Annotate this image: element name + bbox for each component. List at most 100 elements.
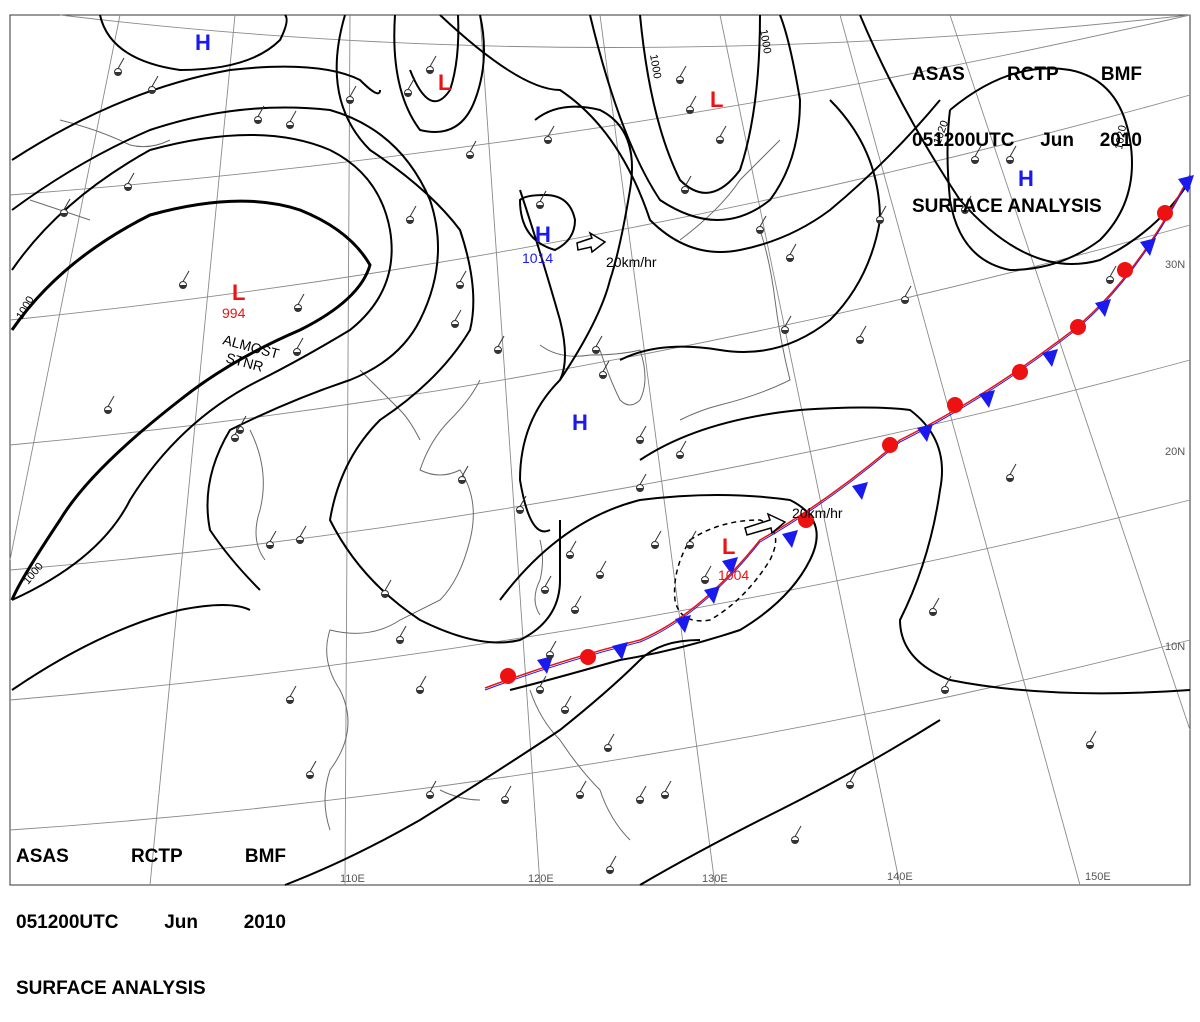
- header-month: Jun: [164, 912, 198, 933]
- station-wind-barb: [407, 78, 415, 90]
- station-wind-barb: [574, 595, 582, 607]
- station-wind-barb: [654, 530, 662, 542]
- station-cloud-cover: [599, 375, 607, 379]
- lat-label-30n: 30N: [1165, 259, 1185, 271]
- station-wind-barb: [719, 125, 727, 137]
- station-wind-barb: [349, 85, 357, 97]
- station-wind-barb: [879, 205, 887, 217]
- cold-front-symbol: [1178, 175, 1194, 193]
- station-cloud-cover: [1106, 280, 1114, 284]
- station-wind-barb: [547, 125, 555, 137]
- station-cloud-cover: [254, 120, 262, 124]
- surface-analysis-map: 110E 120E 130E 140E 150E 30N 20N 10N 100…: [9, 14, 1194, 886]
- station-wind-barb: [549, 640, 557, 652]
- cold-front-symbol: [782, 530, 798, 548]
- station-cloud-cover: [536, 205, 544, 209]
- warm-front-symbol: [500, 668, 516, 684]
- station-wind-barb: [497, 335, 505, 347]
- cold-front-symbol: [1095, 299, 1111, 317]
- station-cloud-cover: [396, 640, 404, 644]
- front-symbols: [500, 175, 1194, 684]
- high-center-label: H: [535, 222, 551, 247]
- motion-speed-label: 20km/hr: [792, 505, 843, 521]
- station-cloud-cover: [494, 350, 502, 354]
- station-cloud-cover: [971, 160, 979, 164]
- station-cloud-cover: [516, 510, 524, 514]
- station-wind-barb: [599, 560, 607, 572]
- low-center-label: L: [438, 70, 451, 95]
- motion-speed-label: 20km/hr: [606, 254, 657, 270]
- station-cloud-cover: [681, 190, 689, 194]
- station-wind-barb: [419, 675, 427, 687]
- station-cloud-cover: [676, 80, 684, 84]
- low-pressure-value: 1004: [718, 567, 749, 583]
- station-wind-barb: [932, 597, 940, 609]
- isobar-label-1020: 1020: [1113, 124, 1129, 150]
- station-cloud-cover: [404, 93, 412, 97]
- station-wind-barb: [151, 75, 159, 87]
- station-wind-barb: [429, 780, 437, 792]
- station-cloud-cover: [148, 90, 156, 94]
- cold-front-symbol: [675, 615, 691, 633]
- station-wind-barb: [569, 540, 577, 552]
- station-wind-barb: [904, 285, 912, 297]
- station-wind-barb: [689, 530, 697, 542]
- station-wind-barb: [289, 685, 297, 697]
- station-cloud-cover: [501, 800, 509, 804]
- station-cloud-cover: [781, 330, 789, 334]
- station-cloud-cover: [541, 590, 549, 594]
- station-wind-barb: [297, 293, 305, 305]
- header-product-code: BMF: [244, 846, 286, 867]
- motion-arrow-high: 20km/hr: [576, 231, 657, 270]
- cold-front-symbol: [1140, 238, 1156, 256]
- station-wind-barb: [789, 243, 797, 255]
- motion-arrow-low: 20km/hr: [744, 505, 843, 536]
- station-wind-barb: [794, 825, 802, 837]
- station-cloud-cover: [701, 580, 709, 584]
- station-cloud-cover: [286, 125, 294, 129]
- station-wind-barb: [519, 495, 527, 507]
- lat-label-10n: 10N: [1165, 641, 1185, 653]
- high-center-label: H: [572, 410, 588, 435]
- station-cloud-cover: [1006, 478, 1014, 482]
- cold-front-symbol: [917, 424, 933, 442]
- warm-front-symbol: [882, 437, 898, 453]
- station-cloud-cover: [466, 155, 474, 159]
- station-cloud-cover: [686, 110, 694, 114]
- station-cloud-cover: [231, 438, 239, 442]
- station-cloud-cover: [676, 455, 684, 459]
- header-center-code: ASAS: [16, 846, 69, 867]
- header-month: Jun: [1040, 130, 1074, 151]
- station-cloud-cover: [561, 710, 569, 714]
- station-cloud-cover: [756, 230, 764, 234]
- station-wind-barb: [595, 335, 603, 347]
- station-cloud-cover: [576, 795, 584, 799]
- station-wind-barb: [964, 195, 972, 207]
- header-center-code: ASAS: [912, 64, 965, 85]
- isobars: [10, 14, 1191, 886]
- station-cloud-cover: [786, 258, 794, 262]
- station-wind-barb: [564, 695, 572, 707]
- station-cloud-cover: [456, 285, 464, 289]
- station-wind-barb: [602, 360, 610, 372]
- station-wind-barb: [859, 325, 867, 337]
- station-wind-barb: [539, 190, 547, 202]
- station-cloud-cover: [636, 440, 644, 444]
- cold-front-symbol: [612, 642, 628, 660]
- header-station-code: RCTP: [1006, 64, 1059, 85]
- header-year: 2010: [1099, 130, 1142, 151]
- station-wind-barb: [639, 785, 647, 797]
- station-cloud-cover: [686, 545, 694, 549]
- station-cloud-cover: [856, 340, 864, 344]
- station-cloud-cover: [596, 575, 604, 579]
- low-pressure-value: 994: [222, 305, 246, 321]
- station-wind-barb: [679, 440, 687, 452]
- station-cloud-cover: [791, 840, 799, 844]
- station-cloud-cover: [124, 187, 132, 191]
- station-cloud-cover: [104, 410, 112, 414]
- station-cloud-cover: [961, 210, 969, 214]
- stationary-front: [484, 174, 1191, 691]
- lon-label-120e: 120E: [528, 873, 554, 885]
- station-wind-barb: [689, 95, 697, 107]
- chart-header-top-right: ASAS RCTP BMF 051200UTC Jun 2010 SURFACE…: [912, 20, 1142, 240]
